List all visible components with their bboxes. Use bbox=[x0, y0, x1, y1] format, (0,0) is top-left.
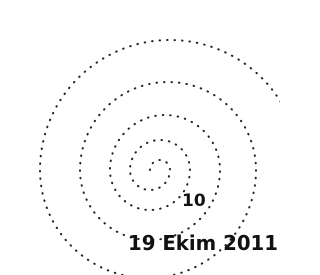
stamp-image: 10 19 Ekim 2011 bbox=[0, 0, 280, 275]
number-label: 10 bbox=[182, 191, 206, 211]
page: 10 19 Ekim 2011 (() => { const data = JS… bbox=[0, 0, 320, 275]
date-label: 19 Ekim 2011 bbox=[128, 231, 278, 255]
